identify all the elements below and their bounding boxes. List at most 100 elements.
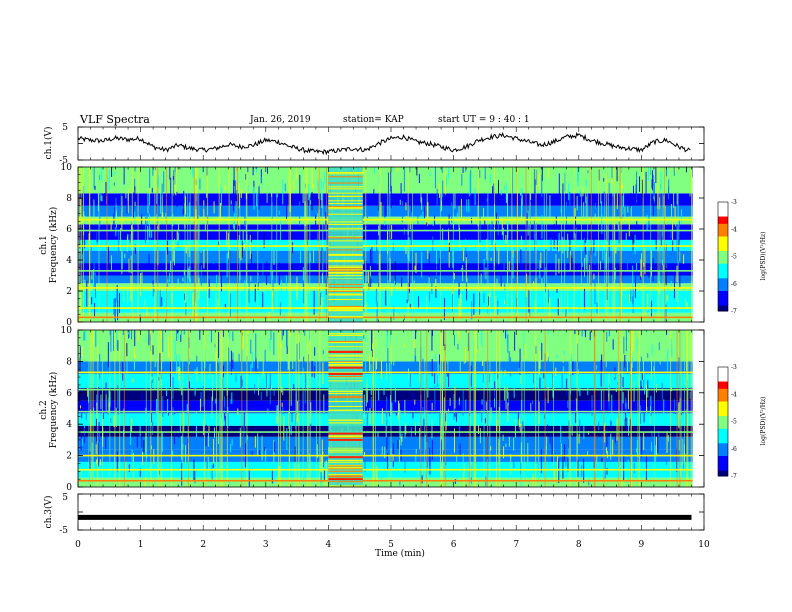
ch2-spectrogram-speckle — [605, 447, 607, 454]
ch1-spectrogram-event-line — [328, 269, 363, 271]
ch1-spectrogram-speckle — [466, 277, 468, 289]
ch1-spectrogram-event-line — [328, 228, 363, 230]
ch2-spectrogram-speckle — [241, 332, 243, 336]
ch2-spectrogram-speckle — [134, 354, 136, 361]
ch1-spectrogram-speckle — [117, 300, 119, 321]
ch1-spectrogram-speckle — [685, 298, 687, 306]
ch2-spectrogram-speckle — [498, 439, 500, 464]
ch1-colorbar-segment — [718, 278, 728, 281]
ch2-colorbar-segment — [718, 397, 728, 401]
ch2-spectrogram-speckle — [365, 337, 367, 342]
ch2-spectrogram-speckle — [557, 456, 559, 479]
ch1-spectrogram-speckle — [93, 256, 95, 274]
ch2-spectrogram-speckle — [96, 459, 98, 465]
ch2-spectrogram-speckle — [179, 412, 181, 432]
ch1-spectrogram-speckle — [534, 300, 536, 319]
ch2-spectrogram-speckle — [431, 418, 433, 439]
ch2-spectrogram-speckle — [632, 330, 634, 352]
ch2-spectrogram-speckle — [183, 330, 185, 335]
ch1-spectrogram-speckle — [630, 289, 632, 302]
ch2-spectrogram-speckle — [210, 330, 212, 343]
ch2-spectrogram-spheric — [246, 330, 248, 487]
ch1-waveform-ylabel: ch.1(V) — [43, 127, 54, 160]
ch1-spectrogram-speckle — [593, 273, 595, 280]
ch2-spectrogram-speckle — [286, 330, 288, 348]
ch1-spectrogram-spheric — [98, 167, 100, 322]
ch2-spectrogram-speckle — [607, 450, 609, 459]
ch2-spectrogram-speckle — [522, 355, 524, 361]
ch2-spectrogram-event-line — [328, 355, 363, 357]
ch2-spectrogram-speckle — [229, 480, 231, 485]
ch2-spectrogram-speckle — [267, 408, 269, 413]
ch2-spectrogram-speckle — [400, 436, 402, 446]
ch2-spectrogram-speckle — [286, 346, 288, 354]
ch1-spectrogram-speckle — [670, 229, 672, 239]
ch1-spectrogram-speckle — [421, 197, 423, 210]
ch1-colorbar-segment — [718, 287, 728, 290]
ch1-spectrogram-speckle — [244, 210, 246, 227]
ch2-spectrogram-speckle — [231, 438, 233, 446]
ch1-colorbar-segment — [718, 218, 728, 221]
ch1-spectrogram-speckle — [622, 195, 624, 215]
ch2-spectrogram-spheric — [535, 330, 537, 487]
ch1-spectrogram-speckle — [461, 174, 463, 186]
ch1-spectrogram-speckle — [441, 184, 443, 211]
ch2-spectrogram-speckle — [137, 330, 139, 342]
ch2-spectrogram-speckle — [153, 449, 155, 464]
ch2-spectrogram-spheric — [521, 330, 523, 487]
ch2-spectrogram-speckle — [403, 344, 405, 348]
ch2-spectrogram-spheric — [690, 330, 692, 487]
ch1-spectrogram-speckle — [226, 230, 228, 246]
ch2-spectrogram-speckle — [242, 330, 244, 350]
ch1-colorbar-segment — [718, 220, 728, 223]
ch1-spectrogram-speckle — [185, 196, 187, 215]
ch2-spectrogram-speckle — [84, 427, 86, 443]
ch2-spectrogram-speckle — [453, 334, 455, 346]
ch2-spectrogram-speckle — [213, 438, 215, 464]
ch1-spectrogram-speckle — [215, 292, 217, 318]
ch1-spectrogram-speckle — [374, 278, 376, 282]
ch2-spectrogram-event-line — [328, 474, 363, 476]
ch1-spectrogram-event-line — [328, 213, 363, 215]
ch1-spectrogram-speckle — [177, 232, 179, 244]
ch1-spectrogram-event-line — [328, 195, 363, 197]
ch2-spectrogram-event-line — [328, 464, 363, 466]
ch2-spectrogram-speckle — [624, 354, 626, 368]
ch2-spectrogram-event-tone — [328, 366, 363, 369]
ch2-spectrogram-speckle — [386, 433, 388, 450]
ch2-spectrogram-event-line — [328, 361, 363, 363]
ch2-colorbar-segment — [718, 381, 728, 384]
ch1-spectrogram-speckle — [451, 284, 453, 295]
ch1-spectrogram-speckle — [652, 175, 654, 200]
ch1-spectrogram-event-line — [328, 283, 363, 285]
time-tick-label: 5 — [388, 540, 394, 550]
ch2-spectrogram-spheric — [576, 330, 578, 487]
ch2-spectrogram-speckle — [650, 412, 652, 416]
ch2-spectrogram-spheric — [603, 330, 605, 487]
ch2-spectrogram-speckle — [426, 453, 428, 468]
ch1-spectrogram-speckle — [113, 213, 115, 239]
ch2-spectrogram-speckle — [308, 453, 310, 472]
ch2-colorbar-segment — [718, 472, 728, 475]
ch2-spectrogram-speckle — [506, 330, 508, 347]
ch1-spectrogram-speckle — [480, 273, 482, 294]
ch2-spectrogram-speckle — [592, 330, 594, 333]
ch1-spectrogram-event-line — [328, 254, 363, 256]
ch1-spectrogram-speckle — [323, 182, 325, 189]
ch1-spectrogram-speckle — [436, 265, 438, 282]
ch2-spectrogram-speckle — [671, 346, 673, 357]
ch1-spectrogram-speckle — [485, 267, 487, 280]
ch2-spectrogram-spheric — [119, 330, 121, 487]
ch1-spectrogram-spheric — [580, 167, 582, 322]
ch1-spectrogram-speckle — [483, 293, 485, 304]
ch2-spectrogram-speckle — [172, 450, 174, 457]
ch1-spectrogram-speckle — [149, 183, 151, 206]
time-tick-label: 7 — [513, 540, 519, 550]
ch2-spectrogram-spheric — [220, 330, 222, 487]
ch1-spectrogram-spheric — [196, 167, 198, 322]
ch1-spectrogram-speckle — [152, 167, 154, 176]
ch2-spectrogram-speckle — [303, 356, 305, 368]
ch2-spectrogram-speckle — [507, 334, 509, 353]
ch1-spectrogram-band — [78, 250, 693, 264]
ch2-spectrogram-ytick-label: 10 — [61, 326, 73, 336]
